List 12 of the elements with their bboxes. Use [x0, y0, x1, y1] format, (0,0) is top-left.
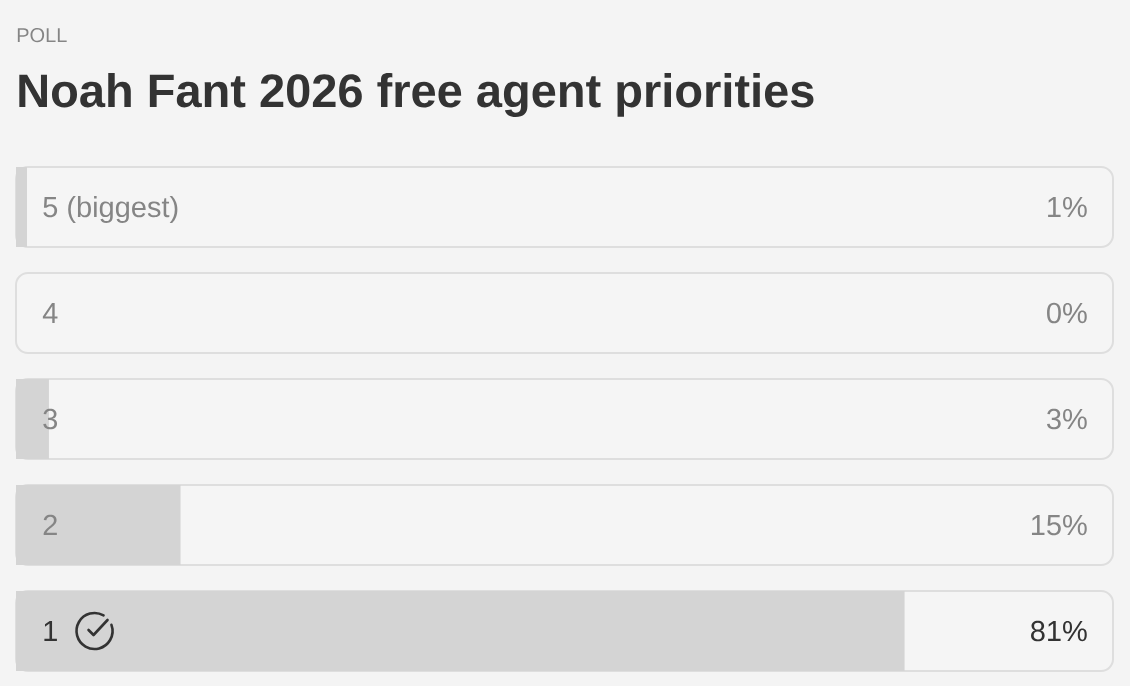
data-label: 15%	[1031, 514, 1087, 536]
chart-title: Noah Fant 2026 free agent priorities	[19, 72, 814, 117]
y-tick-label: 3	[43, 408, 58, 430]
data-label: 3%	[1046, 408, 1087, 430]
chart-subtitle: POLL	[17, 28, 67, 43]
y-tick-label: 2	[43, 514, 57, 536]
data-label: 0%	[1047, 302, 1087, 324]
data-label: 1%	[1048, 196, 1087, 218]
y-tick-label: 1	[44, 621, 57, 642]
y-tick-label: 5 (biggest)	[43, 195, 178, 224]
data-label: 81%	[1031, 620, 1087, 642]
y-tick-label: 4	[42, 303, 58, 323]
